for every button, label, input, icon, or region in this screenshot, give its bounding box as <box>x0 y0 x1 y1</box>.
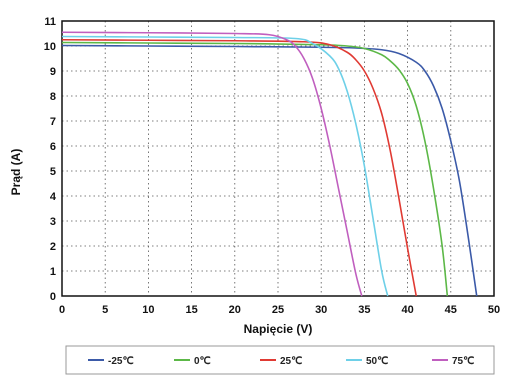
legend-label: -25℃ <box>108 356 134 367</box>
x-axis-title: Napięcie (V) <box>244 322 313 336</box>
x-tick-label: 35 <box>358 304 370 316</box>
series-layer <box>61 31 478 297</box>
series-line-2 <box>61 41 449 297</box>
y-tick-label: 4 <box>50 191 57 203</box>
y-tick-label: 5 <box>50 166 56 178</box>
legend: -25℃ 0℃ 25℃ 50℃ 75℃ <box>88 356 474 367</box>
x-tick-label: 50 <box>488 304 500 316</box>
series-line-3 <box>61 38 418 297</box>
y-tick-label: 0 <box>50 291 56 303</box>
y-tick-label: 2 <box>50 241 56 253</box>
x-tick-label: 40 <box>401 304 413 316</box>
legend-box <box>65 345 495 375</box>
legend-label: 50℃ <box>366 356 388 367</box>
x-tick-label: 30 <box>315 304 327 316</box>
y-tick-label: 10 <box>44 41 56 53</box>
x-tick-label: 0 <box>59 304 65 316</box>
y-tick-label: 11 <box>44 16 56 28</box>
y-tick-label: 6 <box>50 141 56 153</box>
y-tick-label: 7 <box>50 116 56 128</box>
plot-frame <box>61 20 495 297</box>
x-tick-label: 15 <box>185 304 197 316</box>
y-tick-label: 9 <box>50 66 56 78</box>
y-axis-title: Prąd (A) <box>9 149 23 196</box>
series-line-1 <box>61 44 478 297</box>
y-tick-label: 8 <box>50 91 56 103</box>
x-tick-label: 10 <box>142 304 154 316</box>
series-line-4 <box>61 35 389 297</box>
grid-lines <box>62 21 494 296</box>
y-tick-label: 3 <box>50 216 56 228</box>
x-tick-label: 45 <box>445 304 457 316</box>
x-tick-labels: 0 5 10 15 20 25 30 35 40 45 50 <box>59 304 500 316</box>
legend-label: 25℃ <box>280 356 302 367</box>
x-tick-label: 20 <box>229 304 241 316</box>
legend-label: 75℃ <box>452 356 474 367</box>
y-tick-labels: 0 1 2 3 4 5 6 7 8 9 10 11 <box>44 16 57 303</box>
series-line-5 <box>61 31 363 297</box>
y-tick-label: 1 <box>50 266 56 278</box>
x-tick-label: 5 <box>102 304 108 316</box>
legend-label: 0℃ <box>194 356 211 367</box>
x-tick-label: 25 <box>272 304 284 316</box>
